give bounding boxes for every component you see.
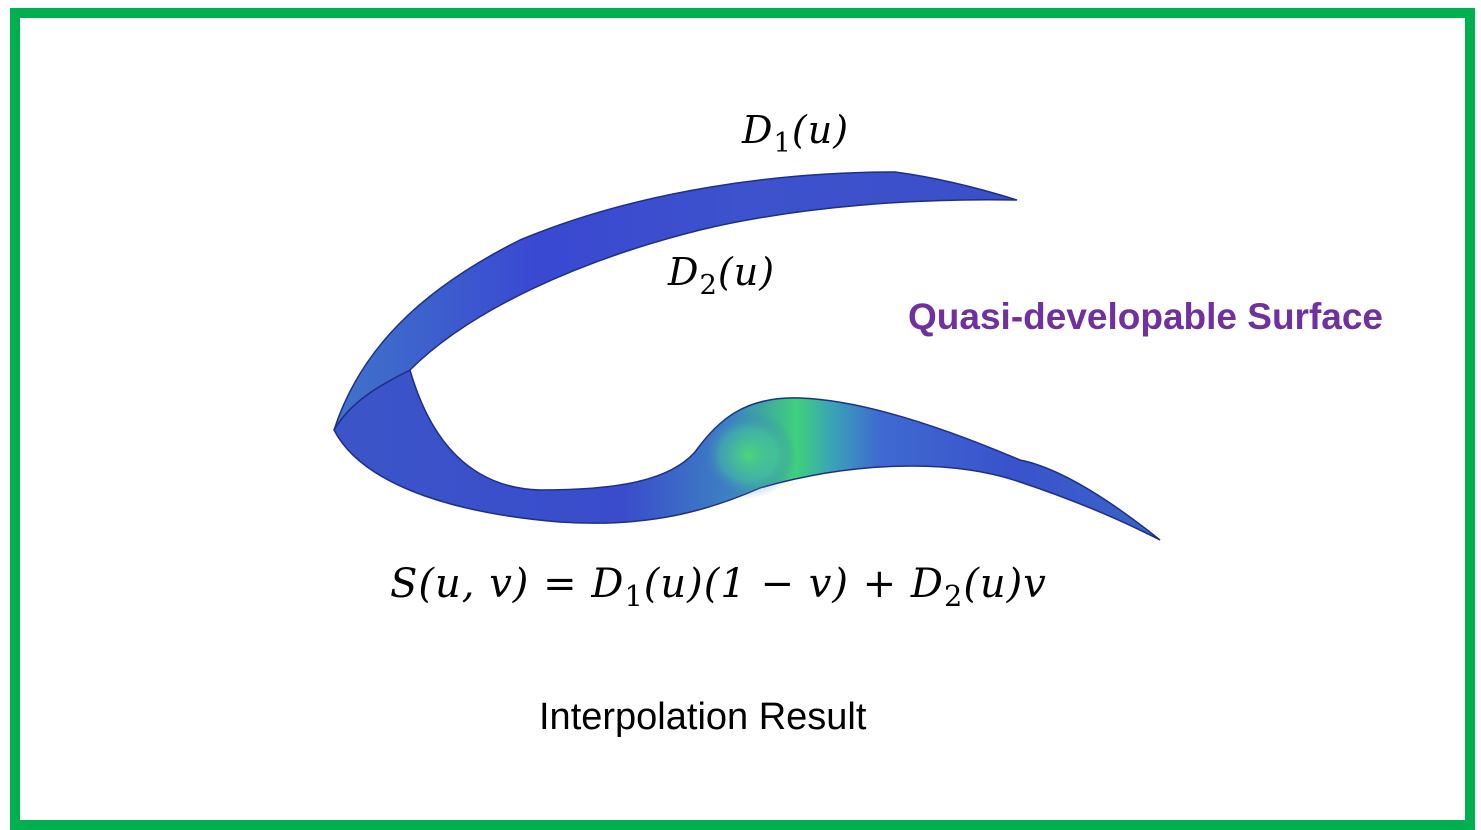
- formula-equals: =: [543, 561, 578, 607]
- formula-lhs: S(u, v): [390, 561, 530, 607]
- formula-term2: D2(u)v: [910, 561, 1047, 614]
- curve-label-d2: D2(u): [668, 250, 776, 301]
- curve-label-d1: D1(u): [742, 108, 850, 159]
- diagram-title: Quasi-developable Surface: [908, 296, 1384, 337]
- formula-plus: +: [862, 561, 898, 607]
- diagram-caption: Interpolation Result: [539, 696, 867, 738]
- interpolation-formula: S(u, v) = D1(u)(1 − v) + D2(u)v: [390, 561, 1047, 614]
- formula-term1: D1(u)(1 − v): [591, 561, 849, 614]
- surface-highlight: [700, 411, 796, 499]
- surface-upper-band: [333, 171, 1018, 431]
